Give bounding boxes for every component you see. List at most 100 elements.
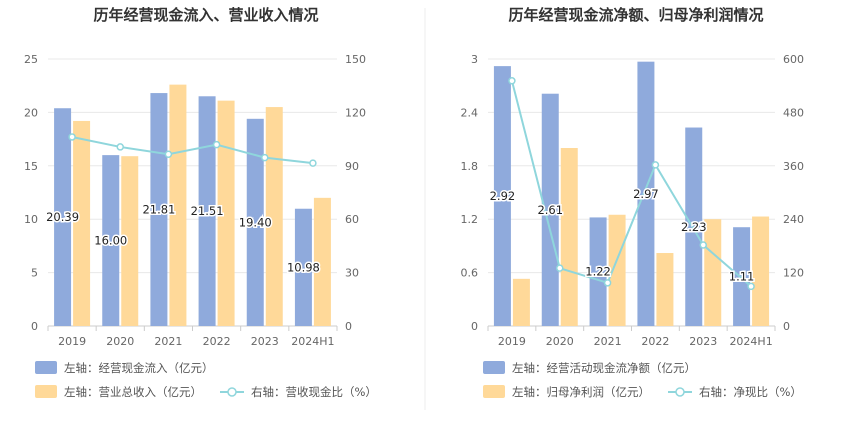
bar-data-label: 2.92 [490,189,516,203]
bar-secondary [704,219,722,326]
bar-data-label: 2.61 [537,203,563,217]
bar-data-label: 1.22 [585,265,611,279]
x-tick-label: 2022 [641,335,669,348]
legend-swatch-bar-secondary [35,385,57,398]
legend-swatch-bar-primary [35,361,57,374]
legend-label: 左轴：经营活动现金流净额（亿元） [512,361,696,375]
ratio-line-point [68,133,76,141]
bar-secondary [121,156,139,326]
y-tick-right: 60 [345,213,359,226]
bar-primary [493,66,511,327]
ratio-line-point [309,159,317,167]
bar-data-label: 2.23 [681,220,707,234]
y-tick-right: 90 [345,160,359,173]
x-tick-label: 2023 [251,335,279,348]
ratio-line-point [699,241,707,249]
bar-primary [102,155,120,326]
x-tick-label: 2020 [106,335,134,348]
y-tick-right: 30 [345,267,359,280]
y-tick-left: 1.8 [461,160,479,173]
bar-data-label: 1.11 [729,270,755,284]
y-tick-right: 0 [345,320,352,333]
legend-label: 左轴：归母净利润（亿元） [512,385,650,399]
legend-label: 左轴：经营现金流入（亿元） [64,361,214,375]
y-tick-right: 150 [345,53,366,66]
y-tick-right: 480 [783,106,804,119]
bar-primary [54,108,72,326]
y-tick-left: 10 [24,213,38,226]
bar-primary [198,96,216,327]
x-tick-label: 2022 [203,335,231,348]
ratio-line-point [603,279,612,287]
ratio-line-point [651,161,660,169]
ratio-line [510,80,752,288]
ratio-line-point [212,140,221,149]
x-tick-label: 2019 [58,335,86,348]
bar-secondary [512,278,530,326]
chart-title: 历年经营现金流净额、归母净利润情况 [508,6,763,24]
bar-secondary [217,100,235,326]
bar-primary [637,61,655,327]
ratio-line-point [556,264,564,272]
x-tick-label: 2021 [154,335,182,348]
bar-secondary [656,253,674,326]
y-tick-left: 2.4 [461,106,479,119]
bar-secondary [73,120,91,326]
legend-label: 左轴：营业总收入（亿元） [64,385,202,399]
legend-swatch-bar-secondary [483,385,505,398]
bar-secondary [560,148,578,326]
ratio-line-point [508,77,516,85]
bar-primary [733,227,751,326]
y-tick-right: 600 [783,53,804,66]
y-tick-right: 240 [783,213,804,226]
x-tick-label: 2021 [594,335,622,348]
y-tick-left: 3 [471,53,478,66]
y-tick-left: 0 [31,320,38,333]
bar-primary [541,93,559,327]
y-tick-left: 0.6 [461,267,479,280]
legend-swatch-line-point [227,387,237,397]
x-tick-label: 2023 [689,335,717,348]
y-tick-right: 120 [345,106,366,119]
bar-data-label: 16.00 [94,234,127,248]
bar-primary [294,208,312,326]
bar-data-label: 20.39 [46,210,79,224]
bar-secondary [265,107,283,326]
bar-primary [589,217,607,326]
y-tick-left: 15 [24,160,38,173]
chart-panel-cash-inflow-revenue: 历年经营现金流入、营业收入情况 0 5 10 15 20 25 0 30 60 90 120 150 2… [24,6,377,399]
bar-primary [246,118,264,326]
y-tick-left: 5 [31,267,38,280]
bar-primary [685,127,703,326]
legend-label: 右轴：净现比（%） [699,385,802,399]
y-tick-right: 0 [783,320,790,333]
legend-swatch-bar-primary [483,361,505,374]
bar-data-label: 21.81 [142,203,175,217]
bar-data-label: 2.97 [633,187,659,201]
y-tick-right: 360 [783,160,804,173]
ratio-line-point [164,150,173,158]
y-tick-left: 20 [24,106,38,119]
x-tick-label: 2019 [498,335,526,348]
chart-panel-net-cashflow-profit: 历年经营现金流净额、归母净利润情况 0 0.6 1.2 1.8 2.4 3 0 120 240 3… [461,6,805,399]
bar-secondary [608,214,626,326]
chart-title: 历年经营现金流入、营业收入情况 [93,6,318,24]
legend-swatch-line-point [675,387,685,397]
bar-secondary [169,84,187,326]
bar-secondary [313,197,331,326]
y-tick-left: 0 [471,320,478,333]
bar-data-label: 19.40 [239,215,272,229]
ratio-line-point [261,153,269,162]
x-tick-label: 2024H1 [291,335,334,348]
ratio-line-point [747,282,755,291]
ratio-line [71,135,314,165]
x-tick-label: 2020 [546,335,574,348]
ratio-line-point [116,143,124,151]
bar-data-label: 21.51 [191,204,224,218]
y-tick-left: 1.2 [461,213,479,226]
y-tick-right: 120 [783,267,804,280]
legend-label: 右轴：营收现金比（%） [251,385,377,399]
bar-secondary [752,216,770,326]
